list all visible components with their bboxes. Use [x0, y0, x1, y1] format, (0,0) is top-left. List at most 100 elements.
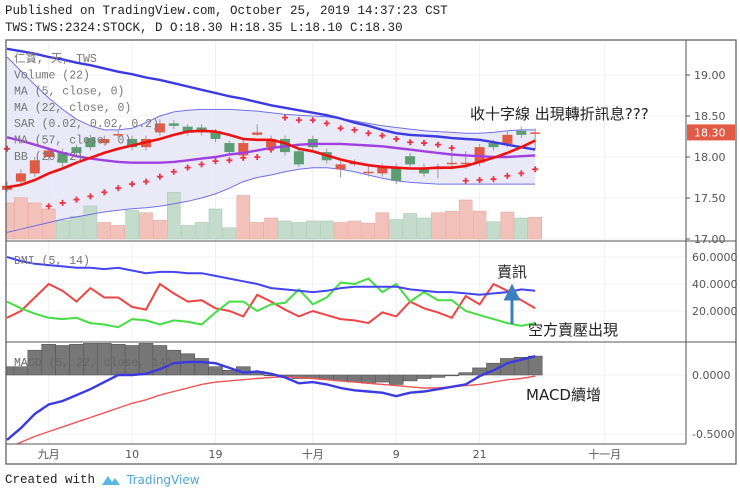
- volume-bar: [305, 220, 320, 240]
- sar-cross: [393, 135, 400, 142]
- histogram-bar: [458, 372, 474, 376]
- candle-body: [488, 143, 499, 148]
- candle-body: [530, 132, 541, 134]
- candle-body: [363, 171, 374, 174]
- volume-bar: [347, 220, 362, 240]
- sar-cross: [295, 117, 302, 124]
- ma57-line: [6, 47, 536, 151]
- volume-bar: [250, 222, 264, 240]
- volume-bar: [333, 222, 348, 240]
- volume-bar: [55, 219, 70, 240]
- histogram-bar: [444, 374, 460, 377]
- volume-bar: [500, 211, 515, 240]
- sar-cross: [129, 181, 136, 188]
- candle-body: [99, 138, 110, 144]
- adx-line: [6, 256, 536, 296]
- candle-body: [224, 143, 235, 153]
- price-axis-label: 17.50: [694, 192, 726, 205]
- candle-body: [238, 143, 249, 156]
- price-axis-label: 19.00: [694, 69, 726, 82]
- volume-bar: [528, 216, 543, 240]
- candle-body: [252, 132, 263, 135]
- sar-cross: [240, 154, 247, 161]
- candle-body: [502, 134, 513, 144]
- volume-bar: [458, 199, 473, 240]
- last-price-tag: [687, 124, 735, 141]
- histogram-bar: [388, 374, 404, 385]
- candle-body: [516, 130, 527, 135]
- last-price-label: 18.30: [694, 126, 726, 139]
- volume-bar: [167, 192, 181, 240]
- sar-cross: [268, 146, 275, 153]
- volume-bar: [125, 210, 139, 240]
- annotation-doji: 收十字線 出現轉折訊息???: [470, 105, 649, 123]
- price-legend-item: SAR (0.02, 0.02, 0.2): [14, 118, 159, 131]
- sar-markers: [4, 114, 539, 210]
- sar-cross: [448, 144, 455, 151]
- candle-body: [293, 151, 304, 165]
- macd-axis-label: 0.0000: [692, 369, 731, 382]
- sar-cross: [254, 154, 261, 160]
- time-axis-label: 十月: [302, 447, 324, 461]
- histogram-bar: [222, 369, 237, 376]
- price-legend-item: MA (5, close, 0): [14, 86, 124, 99]
- symbol-ohlc-line: TWS:TWS:2324:STOCK, D O:18.30 H:18.35 L:…: [5, 21, 403, 35]
- candle-body: [419, 167, 429, 174]
- candles: [2, 119, 541, 192]
- candle-body: [446, 162, 457, 165]
- volume-bar: [514, 217, 529, 240]
- candle-body: [154, 123, 165, 133]
- volume-bar: [486, 221, 501, 240]
- volume-bar: [83, 205, 98, 240]
- volume-bar: [319, 220, 334, 240]
- histogram-bar: [361, 374, 376, 384]
- sar-cross: [337, 125, 344, 132]
- time-axis-label: 21: [473, 448, 487, 461]
- sar-cross: [198, 161, 205, 168]
- macd-line: [6, 354, 536, 441]
- candle-body: [71, 147, 82, 153]
- sar-cross: [518, 170, 525, 177]
- volume-bar: [264, 217, 278, 240]
- price-legend-item: Volume (22): [14, 69, 90, 82]
- candle-body: [210, 132, 221, 139]
- price-axis-label: 18.00: [694, 151, 726, 164]
- volume-bar: [222, 227, 237, 240]
- time-axis-label: 九月: [38, 448, 60, 461]
- histogram-bar: [374, 374, 390, 383]
- published-line: Published on TradingView.com, October 25…: [5, 4, 448, 18]
- volume-bar: [472, 210, 487, 240]
- sar-cross: [504, 172, 511, 179]
- annotation-bearish-pressure: 空方賣壓出現: [528, 321, 618, 339]
- dmi-axis-label: 40.0000: [692, 278, 738, 291]
- histogram-bar: [527, 355, 543, 376]
- histogram-bar: [402, 374, 418, 382]
- volume-bar: [292, 222, 306, 240]
- volume-bar: [236, 195, 251, 240]
- volume-bar: [153, 219, 167, 240]
- histogram-bar: [208, 366, 223, 376]
- volume-bars: [6, 192, 543, 240]
- histogram-bar: [180, 353, 195, 376]
- sar-cross: [45, 203, 52, 210]
- up-arrow-icon: [503, 283, 521, 324]
- time-axis-label: 10: [125, 448, 139, 461]
- sar-cross: [4, 145, 10, 152]
- dmi-axis-label: 20.0000: [692, 305, 738, 318]
- dmi-minus-line: [6, 277, 536, 329]
- tradingview-brand[interactable]: TradingView: [127, 473, 200, 487]
- time-axis-label: 十一月: [588, 447, 621, 461]
- sar-cross: [282, 114, 288, 121]
- price-legend-item: MA (22, close, 0): [14, 102, 131, 115]
- sar-cross: [351, 126, 358, 133]
- sar-cross: [184, 164, 191, 171]
- sar-cross: [226, 157, 233, 164]
- histogram-bar: [416, 374, 432, 379]
- candle-body: [335, 164, 346, 170]
- sar-cross: [434, 141, 441, 148]
- volume-bar: [444, 210, 459, 240]
- volume-bar: [375, 212, 390, 240]
- chart-frame: [5, 39, 737, 465]
- dmi-plus-line: [6, 282, 536, 325]
